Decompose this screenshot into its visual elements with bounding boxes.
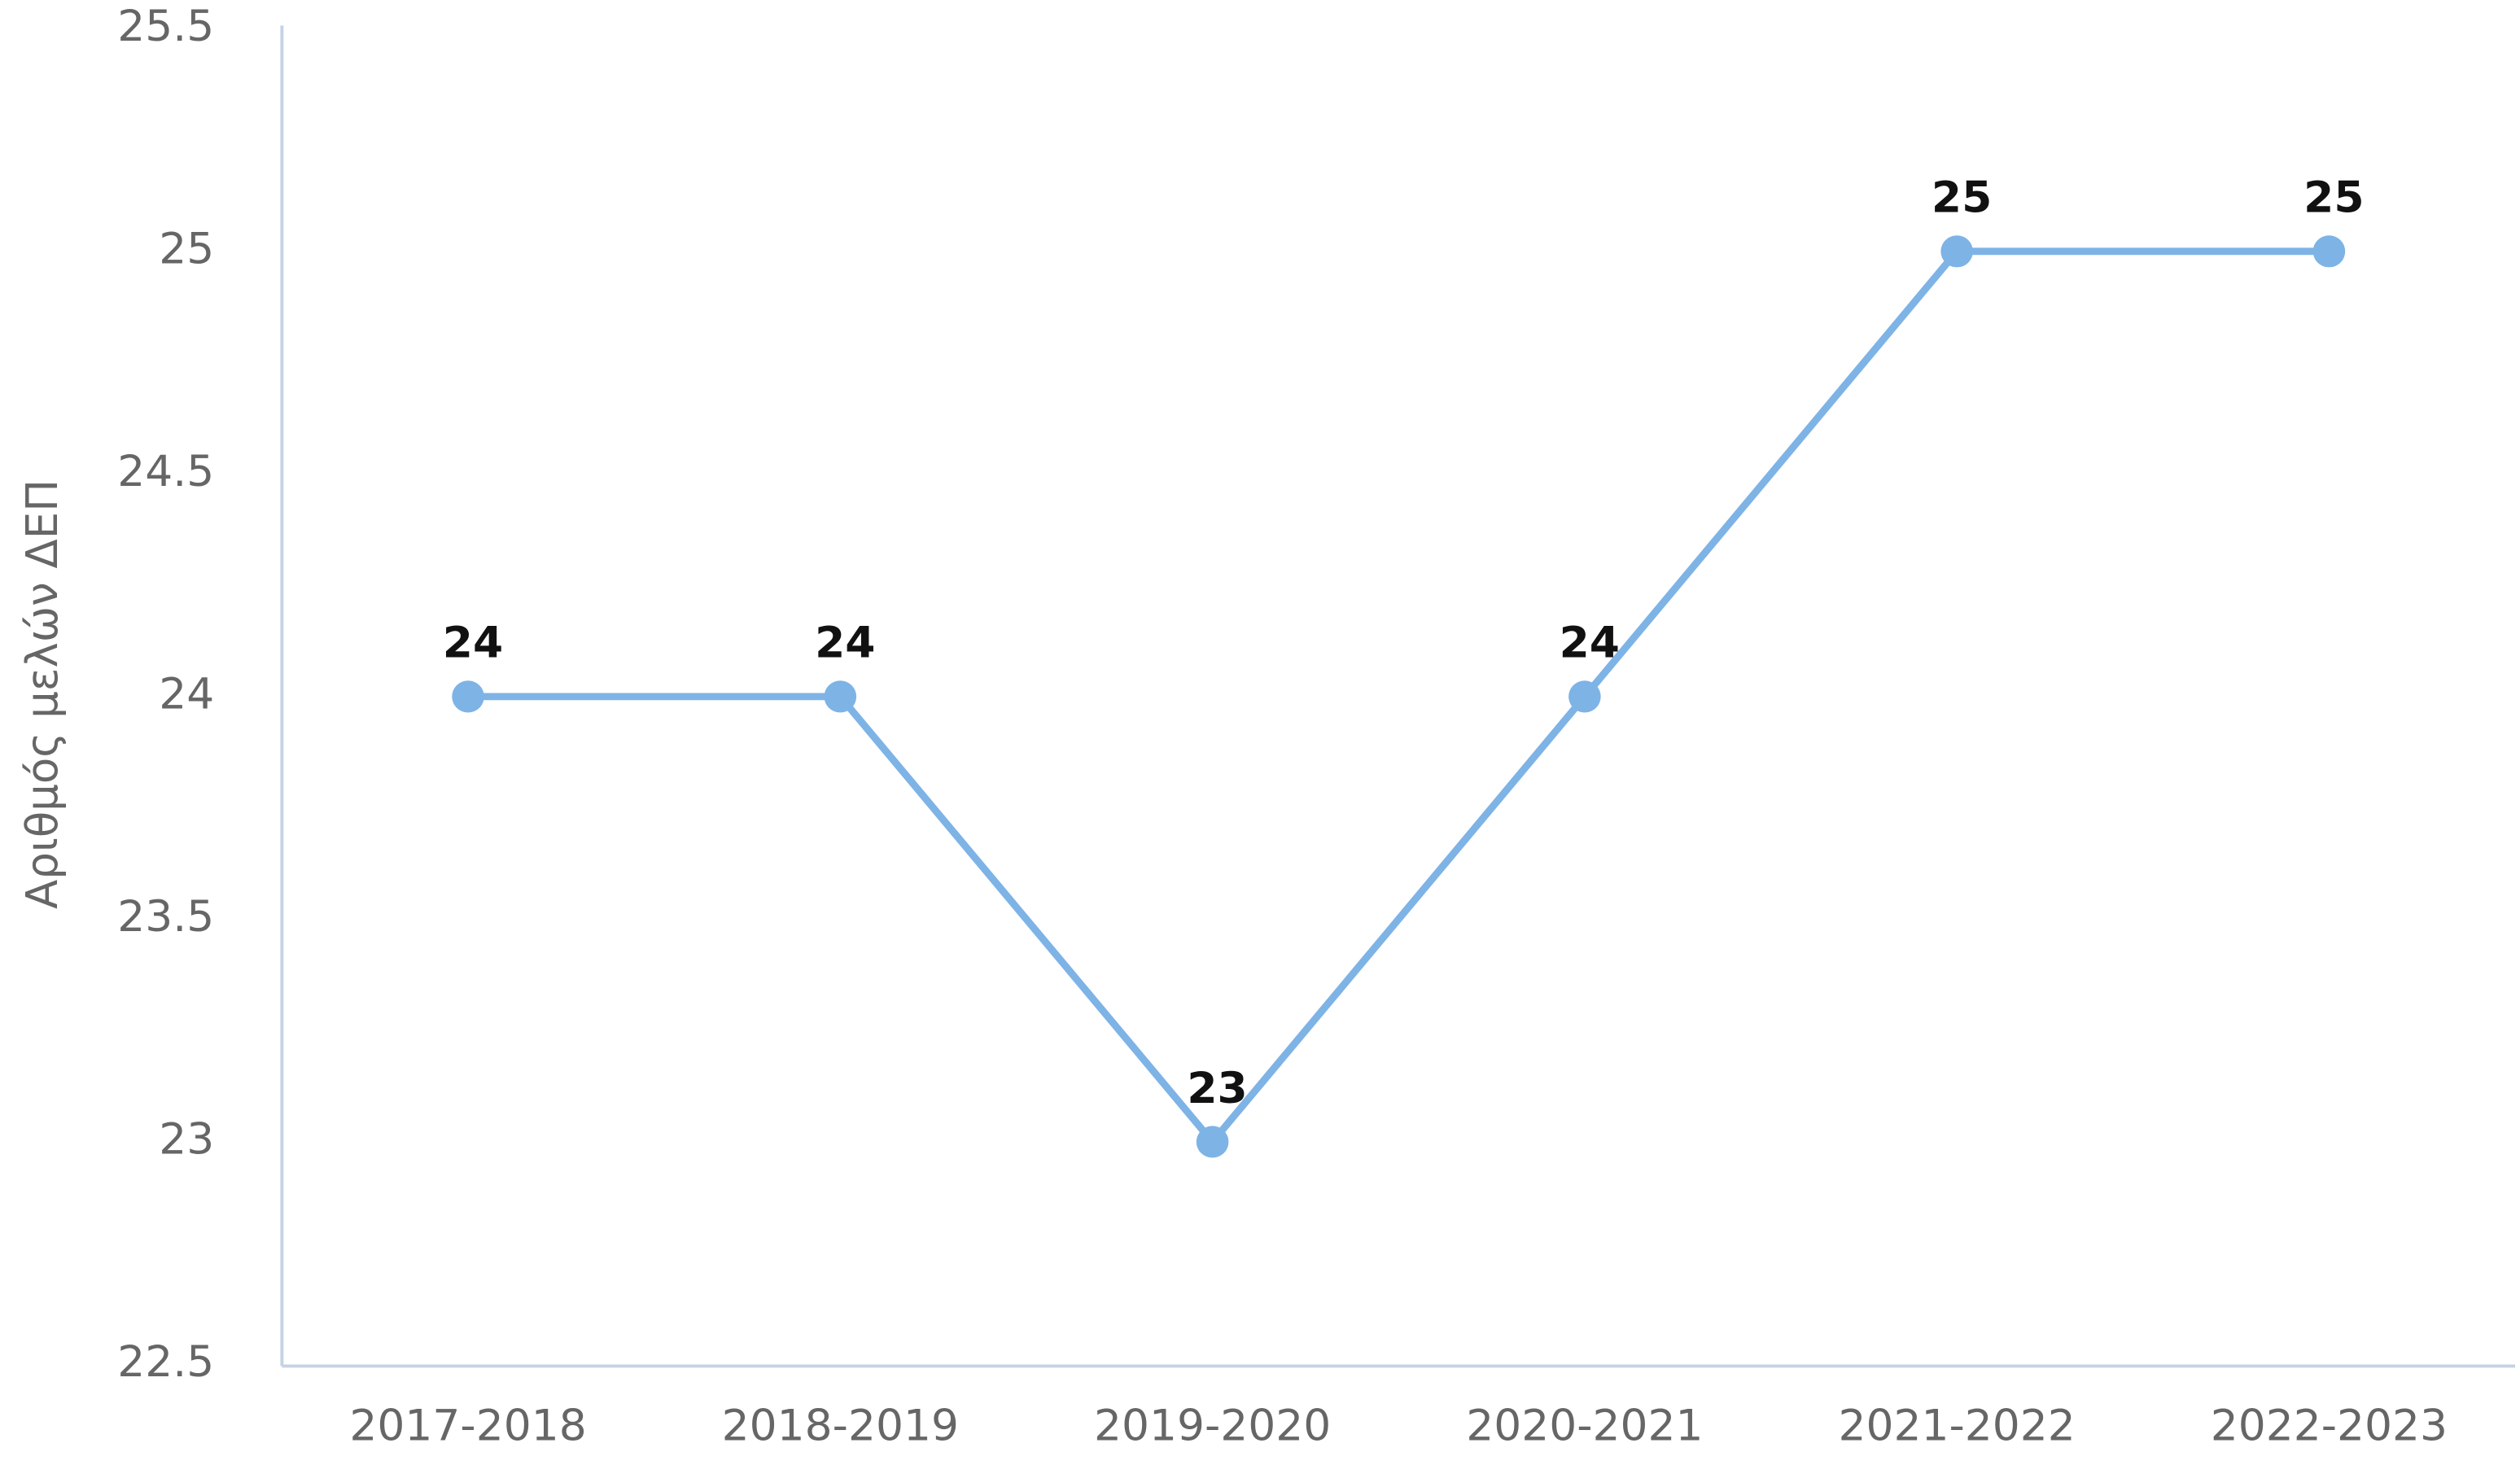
x-tick-label: 2020-2021 — [1466, 1401, 1703, 1451]
point — [1568, 680, 1601, 713]
data-label: 25 — [2303, 173, 2364, 223]
x-tick-label: 2017-2018 — [349, 1401, 586, 1451]
x-tick-label: 2022-2023 — [2211, 1401, 2448, 1451]
data-label: 25 — [1932, 173, 1992, 223]
line — [468, 247, 2330, 1148]
x-tick-label: 2018-2019 — [722, 1401, 959, 1451]
data-label: 24 — [443, 618, 503, 668]
y-tick-label: 24.5 — [117, 446, 214, 496]
point — [452, 680, 484, 713]
point — [2312, 235, 2346, 268]
y-tick-label: 25.5 — [117, 1, 214, 51]
y-tick-label: 25 — [159, 224, 214, 274]
y-tick-label: 23 — [159, 1114, 214, 1165]
point — [1196, 1126, 1229, 1158]
data-label: 24 — [1560, 618, 1620, 668]
y-tick-label: 24 — [159, 669, 214, 719]
y-tick-label: 22.5 — [117, 1336, 214, 1387]
data-label: 23 — [1187, 1063, 1247, 1113]
data-label: 24 — [815, 618, 875, 668]
point — [1940, 235, 1973, 268]
x-tick-label: 2021-2022 — [1839, 1401, 2076, 1451]
y-tick-label: 23.5 — [117, 891, 214, 942]
point — [824, 680, 857, 713]
x-tick-label: 2019-2020 — [1094, 1401, 1331, 1451]
y-axis-label: Αριθμός μελών ΔΕΠ — [17, 479, 68, 909]
